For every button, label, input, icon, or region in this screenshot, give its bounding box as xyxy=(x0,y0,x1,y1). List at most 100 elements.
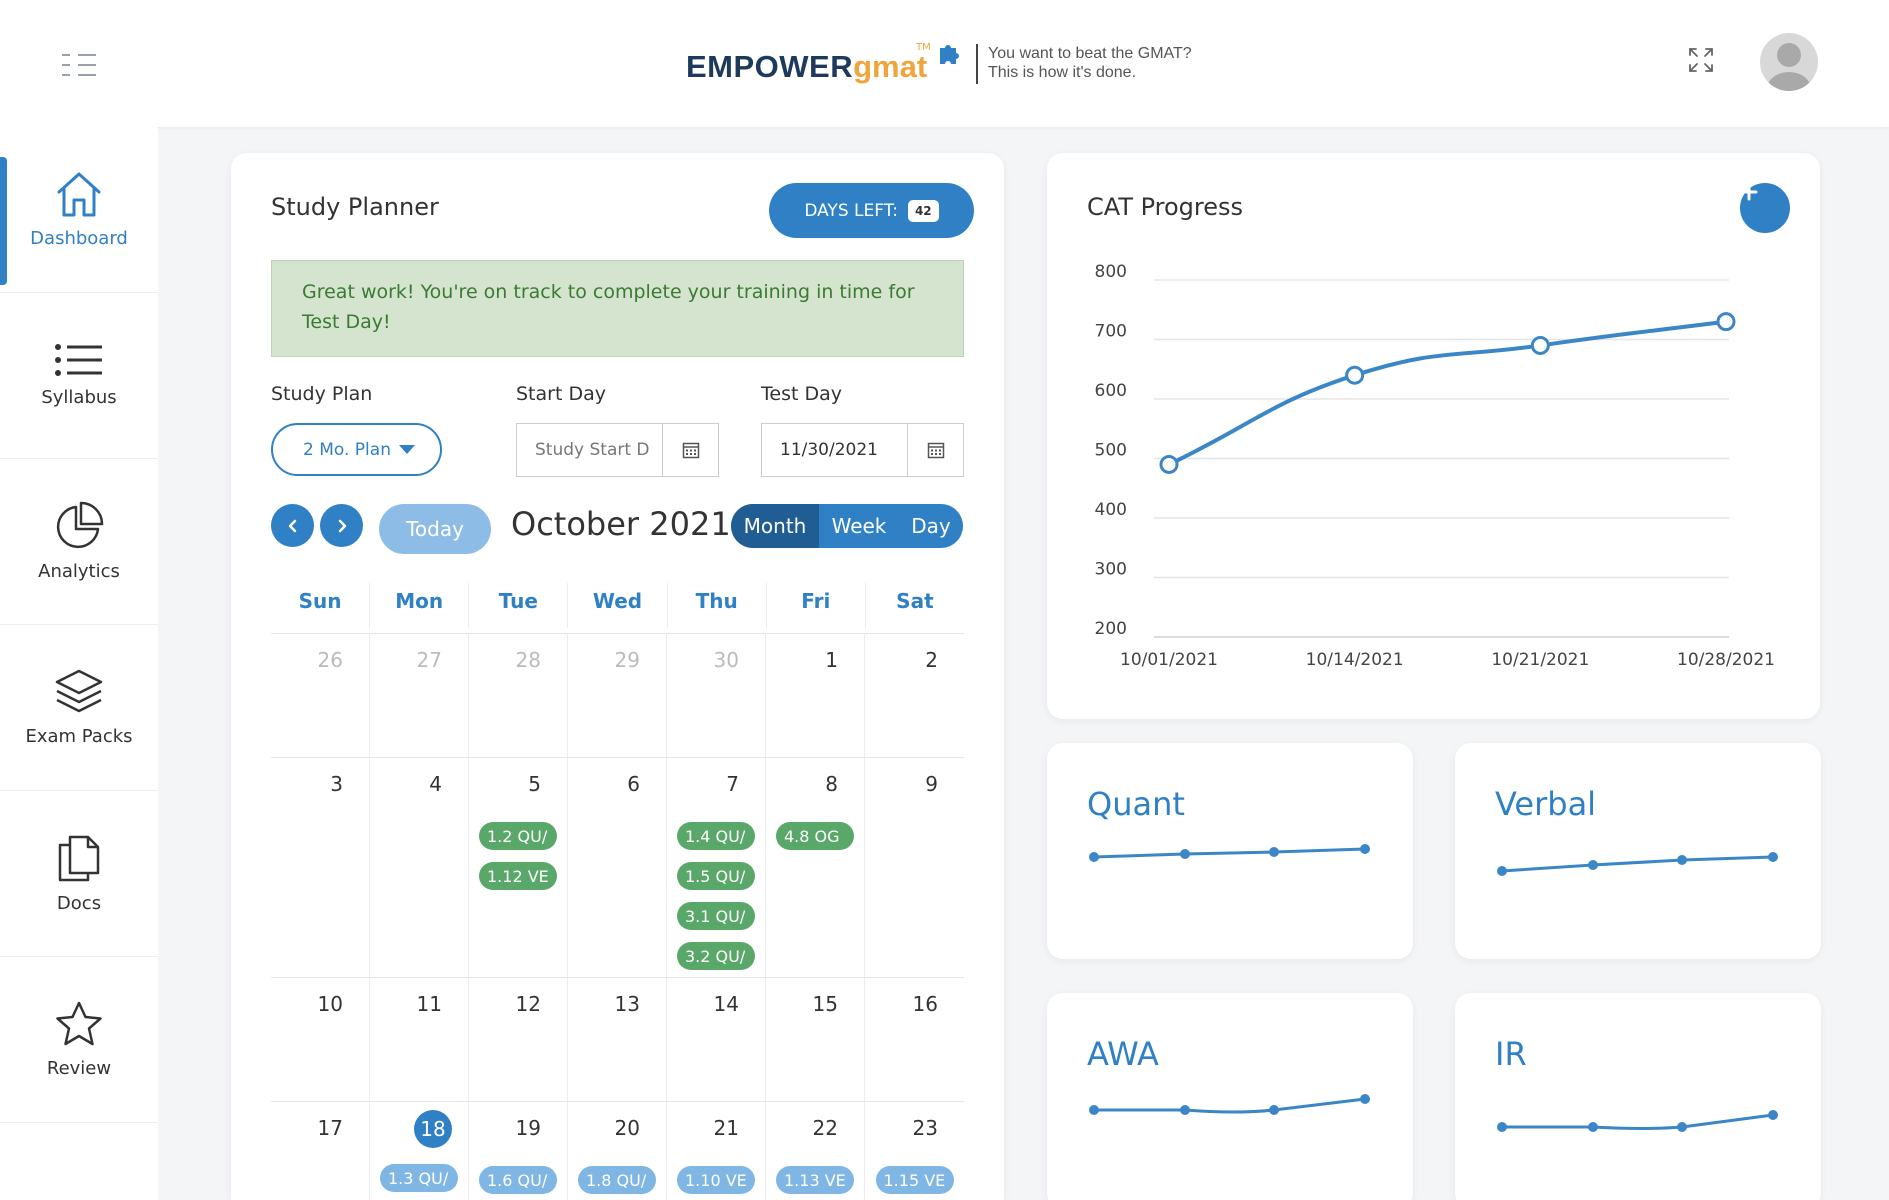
calendar-event-pill[interactable]: 1.8 QU/ xyxy=(578,1166,656,1194)
view-week-button[interactable]: Week xyxy=(831,514,887,538)
calendar-day-cell[interactable]: 7 1.4 QU/1.5 QU/3.1 QU/3.2 QU/ xyxy=(667,758,766,977)
sidebar-item-review[interactable]: Review xyxy=(0,957,158,1123)
calendar-day-cell[interactable]: 19 1.6 QU/ xyxy=(469,1102,568,1200)
date-number: 4 xyxy=(429,772,442,796)
prev-month-button[interactable] xyxy=(271,504,314,547)
list-icon xyxy=(55,344,102,376)
chevron-right-icon xyxy=(338,519,346,532)
verbal-card[interactable]: Verbal xyxy=(1455,743,1821,959)
sidebar-item-docs[interactable]: Docs xyxy=(0,791,158,957)
sidebar-item-label: Review xyxy=(46,1058,112,1079)
sidebar-item-syllabus[interactable]: Syllabus xyxy=(0,293,158,459)
calendar-day-cell[interactable]: 17 xyxy=(271,1102,370,1200)
empowergmat-logo[interactable]: EMPOWER gmat TM xyxy=(686,42,959,92)
calendar-day-cell[interactable]: 18 1.3 QU/ xyxy=(370,1102,469,1200)
days-left-button[interactable]: DAYS LEFT: 42 xyxy=(769,183,974,238)
calendar-day-cell[interactable]: 6 xyxy=(568,758,667,977)
ir-card[interactable]: IR xyxy=(1455,993,1821,1200)
calendar-day-cell[interactable]: 2 xyxy=(865,634,964,757)
test-day-label: Test Day xyxy=(761,383,842,405)
view-month-button[interactable]: Month xyxy=(731,504,819,548)
sidebar-item-exam-packs[interactable]: Exam Packs xyxy=(0,625,158,791)
test-day-calendar-button[interactable] xyxy=(907,424,963,476)
calendar-week-row: 26 27 28 29 30 1 2 xyxy=(271,633,964,757)
calendar-day-cell[interactable]: 4 xyxy=(370,758,469,977)
calendar-day-cell[interactable]: 11 xyxy=(370,978,469,1101)
calendar-day-cell[interactable]: 20 1.8 QU/ xyxy=(568,1102,667,1200)
calendar-event-pill[interactable]: 1.12 VE xyxy=(479,862,557,890)
pie-chart-icon xyxy=(56,501,104,549)
logo-tm: TM xyxy=(916,42,931,53)
x-tick-label: 10/21/2021 xyxy=(1491,650,1589,670)
date-number: 26 xyxy=(317,648,343,672)
calendar-day-cell[interactable]: 1 xyxy=(766,634,865,757)
calendar-day-cell[interactable]: 14 xyxy=(667,978,766,1101)
fullscreen-icon[interactable] xyxy=(1688,47,1714,73)
view-day-button[interactable]: Day xyxy=(911,514,951,538)
calendar-day-cell[interactable]: 23 1.15 VE xyxy=(865,1102,964,1200)
day-events: 1.2 QU/1.12 VE xyxy=(469,822,567,890)
start-day-input[interactable]: Study Start D xyxy=(535,440,650,460)
calendar-day-cell[interactable]: 27 xyxy=(370,634,469,757)
calendar-event-pill[interactable]: 4.8 OG xyxy=(776,822,854,850)
verbal-title: Verbal xyxy=(1495,785,1597,823)
sparkline-point xyxy=(1089,852,1099,862)
user-avatar[interactable] xyxy=(1760,33,1818,91)
home-icon xyxy=(57,172,101,217)
x-tick-label: 10/01/2021 xyxy=(1120,650,1218,670)
study-plan-select[interactable]: 2 Mo. Plan xyxy=(271,423,442,476)
calendar-day-cell[interactable]: 8 4.8 OG xyxy=(766,758,865,977)
sparkline-point xyxy=(1768,1110,1778,1120)
user-icon xyxy=(1767,43,1811,91)
date-number: 19 xyxy=(515,1116,541,1140)
calendar-day-cell[interactable]: 3 xyxy=(271,758,370,977)
calendar-event-pill[interactable]: 1.4 QU/ xyxy=(677,822,755,850)
calendar-day-cell[interactable]: 10 xyxy=(271,978,370,1101)
test-day-field[interactable]: 11/30/2021 xyxy=(761,423,964,477)
layers-icon xyxy=(55,669,103,713)
next-month-button[interactable] xyxy=(320,504,363,547)
day-events: 1.10 VE xyxy=(667,1166,765,1194)
y-tick-label: 200 xyxy=(1095,619,1127,639)
calendar-day-cell[interactable]: 22 1.13 VE xyxy=(766,1102,865,1200)
calendar-day-cell[interactable]: 9 xyxy=(865,758,964,977)
date-number: 21 xyxy=(713,1116,739,1140)
calendar-day-cell[interactable]: 26 xyxy=(271,634,370,757)
calendar-event-pill[interactable]: 1.13 VE xyxy=(776,1166,854,1194)
calendar-day-cell[interactable]: 28 xyxy=(469,634,568,757)
sparkline-point xyxy=(1588,860,1598,870)
calendar-event-pill[interactable]: 1.2 QU/ xyxy=(479,822,557,850)
calendar-day-cell[interactable]: 30 xyxy=(667,634,766,757)
calendar-event-pill[interactable]: 3.2 QU/ xyxy=(677,942,755,970)
today-button[interactable]: Today xyxy=(379,504,491,554)
calendar-event-pill[interactable]: 1.15 VE xyxy=(875,1166,954,1194)
calendar-day-cell[interactable]: 13 xyxy=(568,978,667,1101)
calendar-day-cell[interactable]: 15 xyxy=(766,978,865,1101)
calendar-weekday-header: Sun Mon Tue Wed Thu Fri Sat xyxy=(271,583,964,628)
test-day-input[interactable]: 11/30/2021 xyxy=(780,440,878,460)
day-events: 1.6 QU/ xyxy=(469,1166,567,1194)
calendar-event-pill[interactable]: 1.6 QU/ xyxy=(479,1166,557,1194)
menu-toggle-icon[interactable] xyxy=(62,54,96,76)
logo-divider xyxy=(976,44,978,84)
calendar-day-cell[interactable]: 16 xyxy=(865,978,964,1101)
calendar-event-pill[interactable]: 3.1 QU/ xyxy=(677,902,755,930)
calendar-event-pill[interactable]: 1.10 VE xyxy=(677,1166,755,1194)
day-events: 4.8 OG xyxy=(766,822,864,850)
quant-card[interactable]: Quant xyxy=(1047,743,1413,959)
awa-card[interactable]: AWA xyxy=(1047,993,1413,1200)
calendar-day-cell[interactable]: 29 xyxy=(568,634,667,757)
calendar-day-cell[interactable]: 21 1.10 VE xyxy=(667,1102,766,1200)
calendar-day-cell[interactable]: 12 xyxy=(469,978,568,1101)
calendar-event-pill[interactable]: 1.5 QU/ xyxy=(677,862,755,890)
sidebar-item-analytics[interactable]: Analytics xyxy=(0,459,158,625)
sidebar-item-dashboard[interactable]: Dashboard xyxy=(0,127,158,293)
verbal-sparkline xyxy=(1497,852,1778,876)
add-cat-button[interactable] xyxy=(1740,183,1790,233)
start-day-calendar-button[interactable] xyxy=(662,424,718,476)
start-day-field[interactable]: Study Start D xyxy=(516,423,719,477)
start-day-label: Start Day xyxy=(516,383,606,405)
calendar-event-pill[interactable]: 1.3 QU/ xyxy=(380,1164,458,1192)
calendar-day-cell[interactable]: 5 1.2 QU/1.12 VE xyxy=(469,758,568,977)
y-tick-label: 600 xyxy=(1095,381,1127,401)
